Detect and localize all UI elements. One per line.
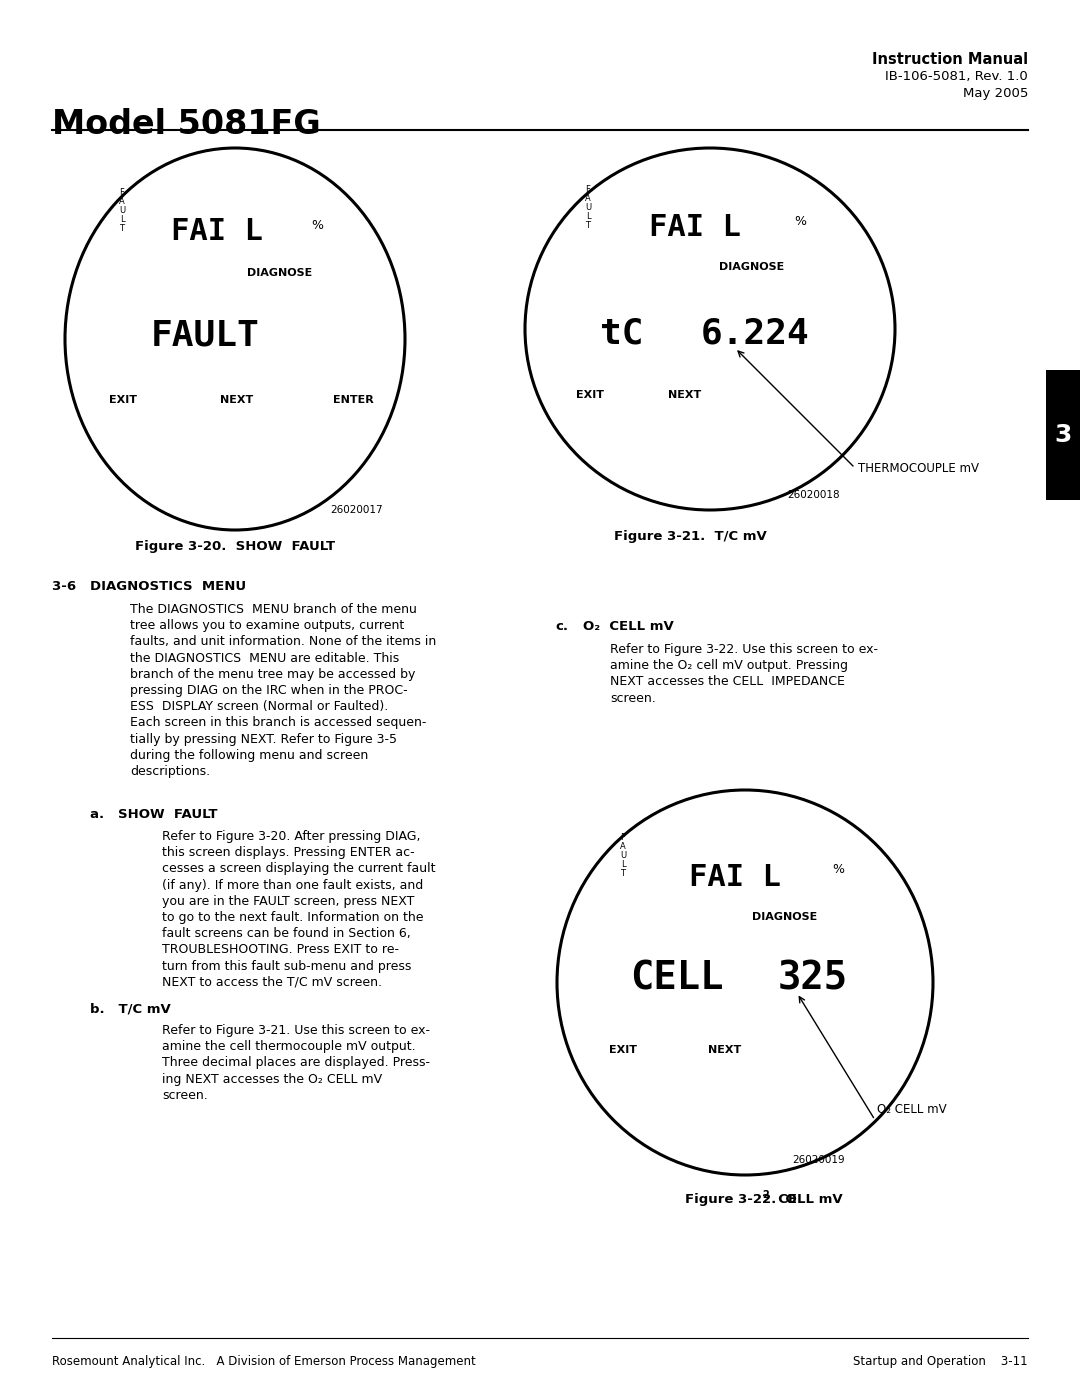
Ellipse shape [65, 148, 405, 529]
Text: 325: 325 [778, 958, 848, 997]
Text: L: L [120, 215, 124, 224]
Text: (if any). If more than one fault exists, and: (if any). If more than one fault exists,… [162, 879, 423, 891]
Text: EXIT: EXIT [576, 390, 604, 400]
Text: Refer to Figure 3-20. After pressing DIAG,: Refer to Figure 3-20. After pressing DIA… [162, 830, 420, 842]
Text: O₂  CELL mV: O₂ CELL mV [583, 620, 674, 633]
Text: tree allows you to examine outputs, current: tree allows you to examine outputs, curr… [130, 619, 404, 633]
Text: this screen displays. Pressing ENTER ac-: this screen displays. Pressing ENTER ac- [162, 847, 415, 859]
Text: %: % [794, 215, 806, 228]
Text: F: F [621, 833, 625, 842]
Text: FAI L: FAI L [689, 862, 781, 891]
Text: 26020018: 26020018 [787, 490, 840, 500]
Text: U: U [585, 203, 591, 212]
Text: %: % [311, 219, 323, 232]
Text: amine the O₂ cell mV output. Pressing: amine the O₂ cell mV output. Pressing [610, 659, 848, 672]
Text: A: A [119, 197, 125, 205]
Text: 26020017: 26020017 [330, 504, 383, 515]
Text: ing NEXT accesses the O₂ CELL mV: ing NEXT accesses the O₂ CELL mV [162, 1073, 382, 1085]
Text: U: U [119, 205, 125, 215]
Text: DIAGNOSE: DIAGNOSE [247, 268, 312, 278]
Text: A: A [585, 194, 591, 203]
Text: 2: 2 [762, 1190, 769, 1200]
Text: turn from this fault sub-menu and press: turn from this fault sub-menu and press [162, 960, 411, 972]
Text: during the following menu and screen: during the following menu and screen [130, 749, 368, 761]
Text: fault screens can be found in Section 6,: fault screens can be found in Section 6, [162, 928, 410, 940]
Text: 3: 3 [1054, 423, 1071, 447]
Text: L: L [585, 212, 591, 221]
Text: F: F [585, 184, 591, 194]
Text: O₂ CELL mV: O₂ CELL mV [877, 1104, 947, 1116]
Text: pressing DIAG on the IRC when in the PROC-: pressing DIAG on the IRC when in the PRO… [130, 685, 407, 697]
Text: EXIT: EXIT [109, 395, 137, 405]
Text: F: F [120, 189, 124, 197]
Text: NEXT: NEXT [669, 390, 702, 400]
Text: Instruction Manual: Instruction Manual [872, 52, 1028, 67]
Text: Figure 3-20.  SHOW  FAULT: Figure 3-20. SHOW FAULT [135, 541, 335, 553]
Text: THERMOCOUPLE mV: THERMOCOUPLE mV [858, 461, 978, 475]
Text: DIAGNOSE: DIAGNOSE [753, 912, 818, 922]
Text: Figure 3-22.  O: Figure 3-22. O [685, 1193, 797, 1206]
Text: cesses a screen displaying the current fault: cesses a screen displaying the current f… [162, 862, 435, 876]
Text: Model 5081FG: Model 5081FG [52, 108, 321, 141]
Text: ESS  DISPLAY screen (Normal or Faulted).: ESS DISPLAY screen (Normal or Faulted). [130, 700, 388, 714]
Text: b.   T/C mV: b. T/C mV [90, 1002, 171, 1016]
Text: FAI L: FAI L [171, 218, 262, 246]
Text: IB-106-5081, Rev. 1.0: IB-106-5081, Rev. 1.0 [886, 70, 1028, 82]
Text: Three decimal places are displayed. Press-: Three decimal places are displayed. Pres… [162, 1056, 430, 1069]
Text: 26020019: 26020019 [793, 1155, 845, 1165]
Text: L: L [621, 861, 625, 869]
Text: Figure 3-21.  T/C mV: Figure 3-21. T/C mV [613, 529, 767, 543]
Text: T: T [585, 221, 591, 231]
Text: CELL mV: CELL mV [769, 1193, 842, 1206]
Text: May 2005: May 2005 [962, 87, 1028, 101]
Text: FAULT: FAULT [150, 319, 259, 352]
Text: 6.224: 6.224 [701, 316, 809, 351]
Text: Rosemount Analytical Inc.   A Division of Emerson Process Management: Rosemount Analytical Inc. A Division of … [52, 1355, 476, 1368]
Text: Each screen in this branch is accessed sequen-: Each screen in this branch is accessed s… [130, 717, 427, 729]
Text: descriptions.: descriptions. [130, 766, 211, 778]
Text: screen.: screen. [610, 692, 656, 704]
Text: NEXT accesses the CELL  IMPEDANCE: NEXT accesses the CELL IMPEDANCE [610, 675, 845, 689]
Text: 3-6   DIAGNOSTICS  MENU: 3-6 DIAGNOSTICS MENU [52, 580, 246, 592]
Text: a.   SHOW  FAULT: a. SHOW FAULT [90, 807, 217, 821]
Text: Startup and Operation    3-11: Startup and Operation 3-11 [853, 1355, 1028, 1368]
Text: screen.: screen. [162, 1088, 207, 1102]
Text: tially by pressing NEXT. Refer to Figure 3-5: tially by pressing NEXT. Refer to Figure… [130, 732, 397, 746]
Text: branch of the menu tree may be accessed by: branch of the menu tree may be accessed … [130, 668, 416, 680]
Text: Refer to Figure 3-22. Use this screen to ex-: Refer to Figure 3-22. Use this screen to… [610, 643, 878, 657]
Text: to go to the next fault. Information on the: to go to the next fault. Information on … [162, 911, 423, 923]
Text: ENTER: ENTER [333, 395, 374, 405]
Text: Refer to Figure 3-21. Use this screen to ex-: Refer to Figure 3-21. Use this screen to… [162, 1024, 430, 1037]
Text: amine the cell thermocouple mV output.: amine the cell thermocouple mV output. [162, 1041, 416, 1053]
Text: NEXT to access the T/C mV screen.: NEXT to access the T/C mV screen. [162, 975, 382, 989]
Text: faults, and unit information. None of the items in: faults, and unit information. None of th… [130, 636, 436, 648]
Ellipse shape [557, 789, 933, 1175]
Bar [1047, 370, 1080, 500]
Text: the DIAGNOSTICS  MENU are editable. This: the DIAGNOSTICS MENU are editable. This [130, 651, 400, 665]
Text: c.: c. [555, 620, 568, 633]
Text: DIAGNOSE: DIAGNOSE [719, 263, 785, 272]
Text: EXIT: EXIT [609, 1045, 637, 1055]
Text: T: T [120, 224, 124, 233]
Text: T: T [621, 869, 625, 877]
Text: NEXT: NEXT [220, 395, 254, 405]
Text: TROUBLESHOOTING. Press EXIT to re-: TROUBLESHOOTING. Press EXIT to re- [162, 943, 399, 957]
Text: tC: tC [600, 316, 644, 351]
Ellipse shape [525, 148, 895, 510]
Text: U: U [620, 851, 626, 861]
Text: A: A [620, 842, 626, 851]
Text: FAI L: FAI L [649, 214, 741, 243]
Text: NEXT: NEXT [708, 1045, 742, 1055]
Text: you are in the FAULT screen, press NEXT: you are in the FAULT screen, press NEXT [162, 895, 415, 908]
Text: The DIAGNOSTICS  MENU branch of the menu: The DIAGNOSTICS MENU branch of the menu [130, 604, 417, 616]
Text: CELL: CELL [631, 958, 724, 997]
Text: %: % [832, 863, 843, 876]
